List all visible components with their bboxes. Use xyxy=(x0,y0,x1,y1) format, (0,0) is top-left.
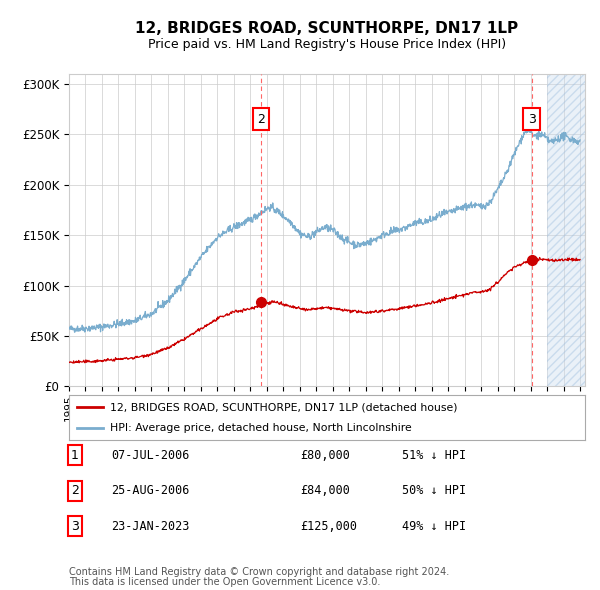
Text: 23-JAN-2023: 23-JAN-2023 xyxy=(111,520,190,533)
Text: 1: 1 xyxy=(71,449,79,462)
Text: Price paid vs. HM Land Registry's House Price Index (HPI): Price paid vs. HM Land Registry's House … xyxy=(148,38,506,51)
Text: 51% ↓ HPI: 51% ↓ HPI xyxy=(402,449,466,462)
Text: 2: 2 xyxy=(257,113,265,126)
Text: Contains HM Land Registry data © Crown copyright and database right 2024.: Contains HM Land Registry data © Crown c… xyxy=(69,567,449,577)
Text: £125,000: £125,000 xyxy=(300,520,357,533)
Text: 07-JUL-2006: 07-JUL-2006 xyxy=(111,449,190,462)
Text: 12, BRIDGES ROAD, SCUNTHORPE, DN17 1LP: 12, BRIDGES ROAD, SCUNTHORPE, DN17 1LP xyxy=(136,21,518,35)
Text: 50% ↓ HPI: 50% ↓ HPI xyxy=(402,484,466,497)
Text: 12, BRIDGES ROAD, SCUNTHORPE, DN17 1LP (detached house): 12, BRIDGES ROAD, SCUNTHORPE, DN17 1LP (… xyxy=(110,402,458,412)
Text: £80,000: £80,000 xyxy=(300,449,350,462)
Text: £84,000: £84,000 xyxy=(300,484,350,497)
Text: 49% ↓ HPI: 49% ↓ HPI xyxy=(402,520,466,533)
Text: This data is licensed under the Open Government Licence v3.0.: This data is licensed under the Open Gov… xyxy=(69,577,380,587)
Text: 3: 3 xyxy=(528,113,536,126)
Text: HPI: Average price, detached house, North Lincolnshire: HPI: Average price, detached house, Nort… xyxy=(110,424,412,434)
Text: 3: 3 xyxy=(71,520,79,533)
Bar xyxy=(547,74,588,386)
Text: 2: 2 xyxy=(71,484,79,497)
Text: 25-AUG-2006: 25-AUG-2006 xyxy=(111,484,190,497)
